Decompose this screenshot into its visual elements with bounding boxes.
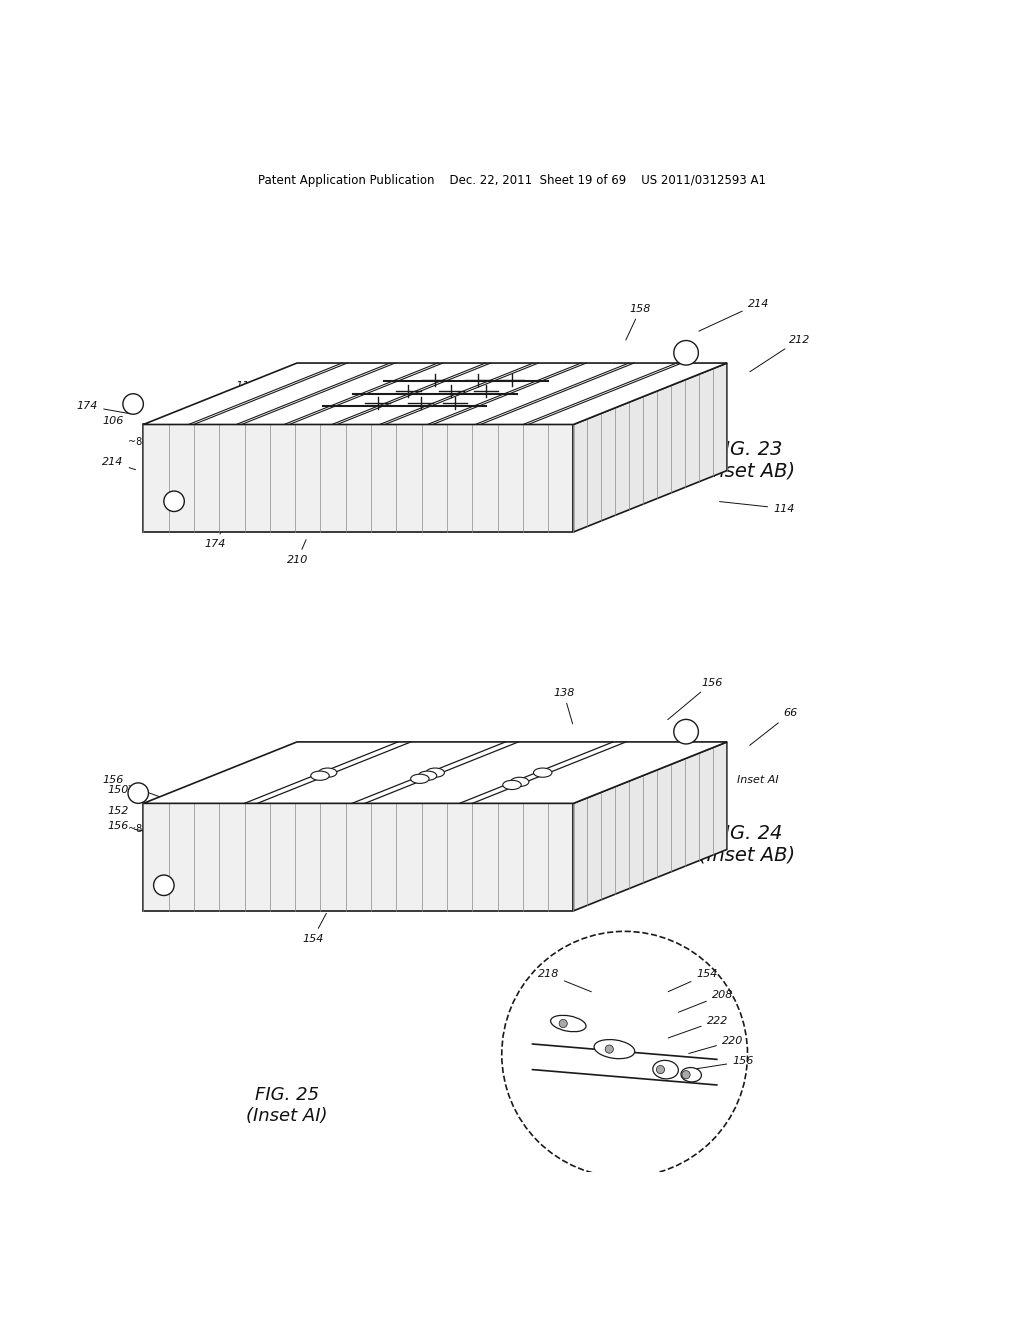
Text: FIG. 23
(Inset AB): FIG. 23 (Inset AB) xyxy=(699,440,796,480)
Circle shape xyxy=(656,1065,665,1073)
Text: 154: 154 xyxy=(302,913,327,944)
Text: 156: 156 xyxy=(102,775,161,797)
Text: 138: 138 xyxy=(553,688,574,723)
Ellipse shape xyxy=(511,777,529,787)
Ellipse shape xyxy=(551,1015,586,1032)
Ellipse shape xyxy=(426,768,444,777)
Ellipse shape xyxy=(311,771,330,780)
Text: 158: 158 xyxy=(626,304,651,341)
Text: ~84: ~84 xyxy=(128,437,148,447)
Circle shape xyxy=(154,875,174,895)
Text: 220: 220 xyxy=(689,1036,743,1053)
Polygon shape xyxy=(143,742,727,804)
Circle shape xyxy=(605,1045,613,1053)
Circle shape xyxy=(674,719,698,744)
Text: 106: 106 xyxy=(102,417,124,426)
Circle shape xyxy=(674,341,698,366)
Ellipse shape xyxy=(681,1068,701,1082)
Text: 66: 66 xyxy=(750,709,798,746)
Ellipse shape xyxy=(534,768,552,777)
Text: 114: 114 xyxy=(720,502,795,513)
Text: ~84: ~84 xyxy=(128,824,148,834)
Text: 140: 140 xyxy=(210,780,273,793)
Polygon shape xyxy=(143,363,727,425)
Ellipse shape xyxy=(653,1060,678,1078)
Circle shape xyxy=(128,783,148,804)
Text: 208: 208 xyxy=(679,990,733,1012)
Text: 222: 222 xyxy=(669,1015,728,1038)
Ellipse shape xyxy=(594,1040,635,1059)
Text: 218: 218 xyxy=(538,969,591,991)
Ellipse shape xyxy=(318,768,337,777)
Text: FIG. 24
(Inset AB): FIG. 24 (Inset AB) xyxy=(699,824,796,865)
Text: Patent Application Publication    Dec. 22, 2011  Sheet 19 of 69    US 2011/03125: Patent Application Publication Dec. 22, … xyxy=(258,174,766,186)
Text: FIG. 25
(Inset AI): FIG. 25 (Inset AI) xyxy=(246,1086,328,1125)
Text: 154: 154 xyxy=(210,857,231,882)
Ellipse shape xyxy=(419,771,437,780)
Text: Inset AI: Inset AI xyxy=(737,775,779,785)
Text: 214: 214 xyxy=(102,458,135,470)
Text: 210: 210 xyxy=(287,540,308,565)
Circle shape xyxy=(682,1071,690,1078)
Text: 150: 150 xyxy=(108,785,129,795)
Polygon shape xyxy=(143,804,573,911)
Text: 156: 156 xyxy=(694,1056,754,1069)
Polygon shape xyxy=(573,363,727,532)
Ellipse shape xyxy=(411,774,429,783)
Circle shape xyxy=(123,393,143,414)
Text: 156: 156 xyxy=(668,677,723,719)
Circle shape xyxy=(559,1019,567,1027)
Ellipse shape xyxy=(503,780,521,789)
Text: 208: 208 xyxy=(323,744,377,776)
Text: 214: 214 xyxy=(698,298,769,331)
Polygon shape xyxy=(573,742,727,911)
Polygon shape xyxy=(143,425,573,532)
Text: 156: 156 xyxy=(108,821,156,833)
Text: 174: 174 xyxy=(205,524,226,549)
Text: 112: 112 xyxy=(236,380,304,393)
Text: 212: 212 xyxy=(750,334,810,372)
Text: 152: 152 xyxy=(108,805,129,816)
Text: 154: 154 xyxy=(668,969,718,991)
Circle shape xyxy=(164,491,184,512)
Text: 174: 174 xyxy=(77,401,130,413)
